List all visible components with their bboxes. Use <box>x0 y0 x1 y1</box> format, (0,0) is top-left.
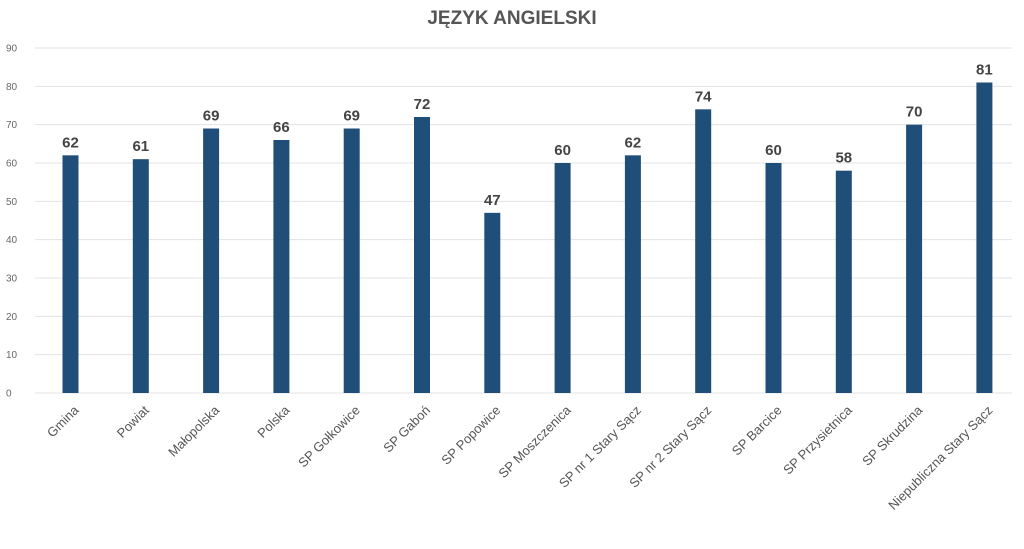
bar <box>906 124 923 394</box>
x-axis-categories: Gmina Powiat Małopolska Polska SP Gołkowice S… <box>44 402 996 513</box>
data-label: 61 <box>132 138 149 155</box>
x-category-label: SP Moszczenica <box>495 402 574 481</box>
y-tick-label: 70 <box>6 120 18 131</box>
chart-title: JĘZYK ANGIELSKI <box>427 8 597 29</box>
data-label: 60 <box>554 142 571 159</box>
x-category-label: Powiat <box>114 402 152 440</box>
data-label: 47 <box>484 192 501 209</box>
x-category-label: Małopolska <box>165 402 223 460</box>
y-tick-label: 20 <box>6 312 18 323</box>
bar <box>765 163 782 393</box>
x-category-label: SP Gaboń <box>380 403 433 456</box>
bar <box>132 159 149 393</box>
x-category-label: SP Gołkowice <box>295 403 363 471</box>
grid-layer <box>35 47 1012 394</box>
x-category-label: SP Przysietnica <box>780 402 855 477</box>
y-tick-label: 60 <box>6 159 18 170</box>
x-category-label: Gmina <box>44 402 82 440</box>
bar <box>343 128 360 393</box>
bar <box>484 212 501 393</box>
bar <box>976 82 993 393</box>
bar <box>835 170 852 393</box>
x-category-label: Polska <box>254 402 293 441</box>
y-tick-label: 0 <box>6 389 12 400</box>
y-tick-label: 30 <box>6 274 18 285</box>
bars <box>62 82 993 394</box>
y-tick-label: 40 <box>6 235 18 246</box>
x-category-label: SP Popowice <box>438 403 503 468</box>
bar <box>624 155 641 393</box>
y-tick-label: 90 <box>6 44 18 55</box>
bar <box>554 163 571 393</box>
x-category-label: SP Skrudzina <box>859 402 926 469</box>
bar <box>273 140 290 393</box>
data-labels: 62 61 69 66 69 72 47 60 62 74 60 58 70 81 <box>62 62 993 209</box>
data-label: 74 <box>695 88 712 105</box>
bar <box>414 117 430 393</box>
data-label: 62 <box>62 134 79 151</box>
data-label: 69 <box>203 108 220 125</box>
data-label: 72 <box>414 96 431 113</box>
x-category-label: SP Barcice <box>729 403 785 459</box>
data-label: 70 <box>906 104 923 121</box>
data-label: 60 <box>765 142 782 159</box>
y-tick-label: 50 <box>6 197 18 208</box>
data-label: 62 <box>625 134 642 151</box>
y-tick-label: 80 <box>6 82 18 93</box>
y-tick-label: 10 <box>6 350 18 361</box>
bar <box>203 128 220 393</box>
y-axis-ticks: 0 10 20 30 40 50 60 70 80 90 <box>6 44 18 400</box>
data-label: 58 <box>835 150 852 167</box>
bar <box>62 155 79 393</box>
bar <box>695 109 712 393</box>
data-label: 81 <box>976 62 993 79</box>
data-label: 69 <box>343 108 360 125</box>
data-label: 66 <box>273 119 290 136</box>
